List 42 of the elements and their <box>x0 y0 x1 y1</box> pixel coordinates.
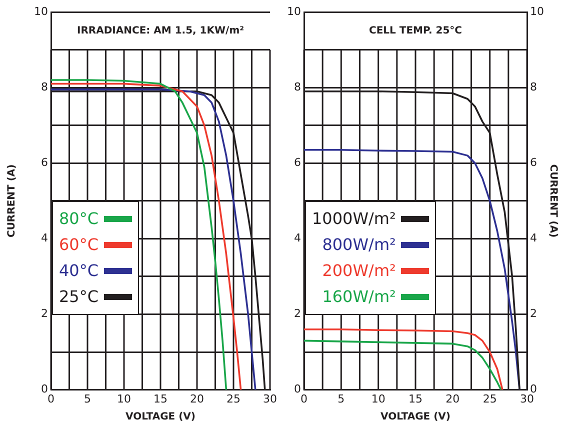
y2-tick-label: 2 <box>530 307 537 320</box>
x-tick-label: 30 <box>263 392 277 406</box>
legend-label: 40°C <box>59 261 99 280</box>
y-tick-label: 0 <box>41 382 48 396</box>
x-tick-label: 15 <box>408 392 422 406</box>
y-tick-label: 8 <box>294 80 301 94</box>
y2-tick-label: 4 <box>530 232 537 245</box>
legend-label: 60°C <box>59 235 99 254</box>
y-axis-title: CURRENT (A) <box>6 164 18 238</box>
y-tick-label: 8 <box>41 80 48 94</box>
y-tick-label: 6 <box>41 156 48 169</box>
y-tick-label: 0 <box>294 382 301 396</box>
y2-tick-label: 10 <box>530 4 544 18</box>
y-tick-label: 4 <box>41 232 48 245</box>
y-tick-label: 2 <box>294 307 301 320</box>
x-tick-label: 25 <box>226 392 240 406</box>
y-tick-label: 6 <box>294 156 301 169</box>
x-tick-label: 20 <box>190 392 204 406</box>
legend-label: 800W/m² <box>322 235 396 254</box>
legend-label: 25°C <box>59 287 99 306</box>
x-tick-label: 10 <box>371 392 386 406</box>
x-tick-label: 15 <box>154 392 168 406</box>
text: IRRADIANCE: AM 1.5, 1KW/m² <box>77 25 244 36</box>
x-tick-label: 10 <box>117 392 131 406</box>
x-axis-title: VOLTAGE (V) <box>380 412 450 423</box>
y-tick-label: 10 <box>287 4 301 18</box>
y-tick-label: 10 <box>34 4 48 18</box>
legend-label: 200W/m² <box>322 261 396 280</box>
x-tick-label: 5 <box>338 392 345 406</box>
y2-tick-label: 6 <box>530 156 537 169</box>
legend-label: 80°C <box>59 209 99 228</box>
legend-label: 160W/m² <box>322 287 396 306</box>
y-tick-label: 4 <box>294 232 301 245</box>
legend-label: 1000W/m² <box>312 209 396 228</box>
text: CELL TEMP. 25°C <box>368 25 462 36</box>
x-tick-label: 20 <box>446 392 460 406</box>
x-tick-label: 25 <box>482 392 497 406</box>
x-tick-label: 5 <box>84 392 91 406</box>
y2-tick-label: 8 <box>530 80 537 94</box>
y-tick-label: 2 <box>41 307 48 320</box>
x-axis-title: VOLTAGE (V) <box>126 412 196 423</box>
y2-axis-title: CURRENT (A) <box>547 164 558 238</box>
